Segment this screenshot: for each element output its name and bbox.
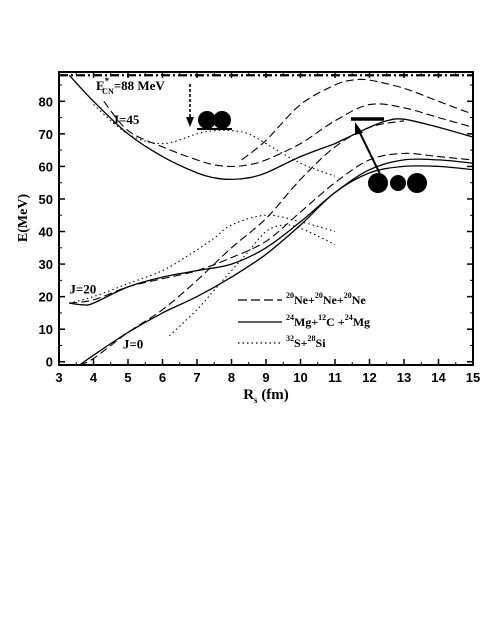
y-tick-label: 70 [39, 127, 53, 142]
legend-entry-mg-c: 24Mg+12C +24Mg [286, 313, 370, 329]
legend-entry-ne: 20Ne+20Ne+20Ne [286, 291, 366, 307]
legend-entry-s-si: 32S+28Si [286, 334, 326, 350]
two-nuclei-icon [197, 111, 232, 130]
series-line-dashed [241, 78, 474, 161]
series-line-dashed [79, 120, 405, 366]
barrier-arrow-head [186, 117, 194, 127]
three-nuclei-icon [368, 173, 427, 193]
legend: 20Ne+20Ne+20Ne 24Mg+12C +24Mg 32S+28Si [238, 291, 370, 350]
x-tick-label: 5 [124, 370, 131, 385]
x-tick-label: 3 [55, 370, 62, 385]
x-tick-label: 12 [362, 370, 376, 385]
j-label: J=0 [123, 337, 143, 352]
series-line-dashed [69, 152, 474, 304]
series-group [68, 74, 474, 366]
series-line-solid [68, 74, 336, 181]
x-tick-label: 9 [262, 370, 269, 385]
j-label: J=45 [112, 112, 139, 127]
j-labels: J=45 J=20 J=0 [69, 112, 143, 352]
series-line-solid [79, 165, 474, 366]
j-label: J=20 [69, 281, 96, 296]
series-line-dotted [93, 104, 336, 177]
y-tick-label: 50 [39, 192, 53, 207]
x-axis-label: Rs (fm) [243, 387, 289, 405]
y-tick-label: 40 [39, 225, 53, 240]
x-tick-label: 4 [90, 370, 98, 385]
x-tick-label: 7 [193, 370, 200, 385]
y-axis-label: E(MeV) [16, 194, 31, 243]
series-line-solid [69, 158, 474, 306]
y-tick-label: 0 [46, 355, 53, 370]
series-line-dashed [103, 100, 474, 167]
y-tick-label: 80 [39, 94, 53, 109]
y-tick-label: 60 [39, 159, 53, 174]
x-tick-label: 15 [466, 370, 480, 385]
x-tick-label: 14 [431, 370, 446, 385]
y-tick-label: 30 [39, 257, 53, 272]
series-line-dotted [169, 224, 336, 337]
x-tick-label: 8 [228, 370, 235, 385]
y-tick-label: 10 [39, 322, 53, 337]
ecn-label: E* CN=88 MeV [96, 76, 165, 96]
tick-labels: 3 4 5 6 7 8 9 10 11 12 13 14 15 0 10 20 30 40 50 60 70 80 [39, 94, 481, 385]
x-tick-label: 13 [397, 370, 411, 385]
series-line-dotted [69, 214, 336, 304]
x-tick-label: 10 [293, 370, 307, 385]
x-tick-label: 6 [159, 370, 166, 385]
three-nuclei-arrow-head [355, 122, 363, 135]
y-tick-label: 20 [39, 290, 53, 305]
three-nuclei-arrow-line [358, 130, 382, 177]
x-tick-label: 11 [328, 370, 342, 385]
